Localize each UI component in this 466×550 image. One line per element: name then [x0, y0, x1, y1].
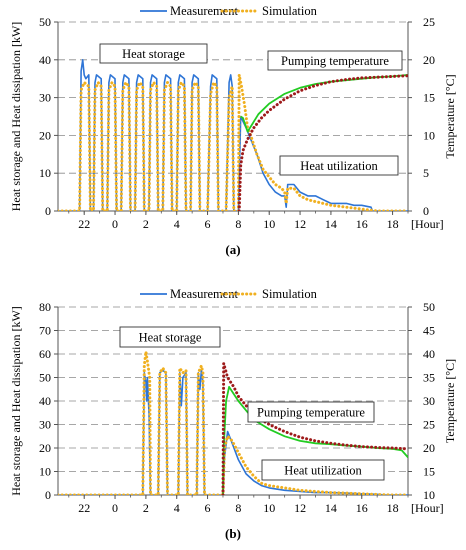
series-group [58, 59, 408, 211]
y-tick-label: 30 [39, 91, 51, 105]
annotation-label: Heat storage [139, 331, 202, 345]
x-tick-label: 4 [174, 501, 180, 515]
y2-tick-label: 15 [423, 91, 435, 105]
y-tick-label: 20 [39, 128, 51, 142]
y2-tick-label: 20 [423, 53, 435, 67]
chart-panel-a: 0 10 20 30 40 50 0 5 10 15 20 25 22 0 2 4 6 8 10 12 14 16 18 [H… [9, 4, 457, 257]
x-tick-label: 12 [294, 217, 306, 231]
y-tick-label: 40 [39, 53, 51, 67]
y-tick-label: 0 [45, 204, 51, 218]
annotation-box [261, 459, 385, 481]
x-tick-label: 8 [235, 501, 241, 515]
y2-axis-label: Temperature [°C] [443, 359, 457, 443]
x-tick-label: 6 [205, 217, 211, 231]
y-tick-label: 40 [39, 394, 51, 408]
pumping-temperature-simulation-line [221, 361, 408, 495]
annotation-label: Heat utilization [300, 159, 378, 173]
y-tick-label: 80 [39, 300, 51, 314]
y2-tick-label: 20 [423, 441, 435, 455]
y-tick-label: 10 [39, 166, 51, 180]
x-tick-label: 22 [78, 501, 90, 515]
y-tick-label: 0 [45, 488, 51, 502]
x-unit-label: [Hour] [411, 501, 444, 515]
series-group [58, 350, 408, 495]
annotation-label: Heat storage [122, 47, 185, 61]
y2-tick-label: 25 [423, 418, 435, 432]
x-tick-label: 6 [205, 501, 211, 515]
x-tick-label: 0 [112, 501, 118, 515]
legend-measurement-label: Measurement [170, 4, 239, 18]
pumping-temperature-measurement-line [240, 74, 408, 133]
x-tick-label: 18 [387, 217, 399, 231]
y-tick-label: 70 [39, 324, 51, 338]
y-tick-label: 30 [39, 418, 51, 432]
legend-simulation-label: Simulation [262, 287, 318, 301]
measurement-line [58, 59, 408, 211]
legend-simulation-label: Simulation [262, 4, 318, 18]
y2-tick-label: 30 [423, 394, 435, 408]
y2-tick-label: 25 [423, 15, 435, 29]
x-tick-label: 12 [294, 501, 306, 515]
x-tick-label: 10 [263, 501, 275, 515]
annotation-box [99, 43, 208, 64]
legend-measurement-label: Measurement [170, 287, 239, 301]
annotation-box [119, 326, 221, 348]
annotation-box [267, 50, 403, 71]
annotation-box [279, 155, 399, 176]
x-tick-label: 2 [143, 501, 149, 515]
panel-label: (a) [225, 242, 240, 257]
x-tick-label: 22 [78, 217, 90, 231]
y2-axis-label: Temperature [°C] [443, 74, 457, 158]
x-tick-label: 0 [112, 217, 118, 231]
chart-panel-b: 0 10 20 30 40 50 60 70 80 10 15 20 25 30 35 40 45 50 22 0 2 4… [9, 287, 457, 541]
y-tick-label: 20 [39, 441, 51, 455]
x-tick-label: 18 [387, 501, 399, 515]
y2-tick-label: 40 [423, 347, 435, 361]
x-unit-label: [Hour] [411, 217, 444, 231]
y-tick-label: 50 [39, 15, 51, 29]
x-tick-label: 16 [356, 217, 368, 231]
y2-tick-label: 10 [423, 128, 435, 142]
x-tick-label: 8 [235, 217, 241, 231]
x-tick-label: 10 [263, 217, 275, 231]
y2-tick-label: 15 [423, 465, 435, 479]
annotation-label: Pumping temperature [281, 54, 389, 68]
y2-tick-label: 10 [423, 488, 435, 502]
x-tick-label: 16 [356, 501, 368, 515]
x-tick-label: 14 [325, 217, 337, 231]
y2-tick-label: 0 [423, 204, 429, 218]
y-axis-label: Heat storage and Heat dissipation [kW] [9, 306, 23, 496]
annotation-box [247, 401, 375, 423]
y-axis-label: Heat storage and Heat dissipation [kW] [9, 22, 23, 212]
annotation-label: Pumping temperature [257, 406, 365, 420]
measurement-line [58, 369, 408, 495]
simulation-line [58, 350, 408, 495]
panel-label: (b) [225, 526, 241, 541]
y-tick-label: 50 [39, 371, 51, 385]
simulation-line [58, 73, 408, 211]
y-tick-label: 10 [39, 465, 51, 479]
x-tick-label: 4 [174, 217, 180, 231]
annotation-label: Heat utilization [284, 464, 362, 478]
y2-tick-label: 35 [423, 371, 435, 385]
y2-tick-label: 50 [423, 300, 435, 314]
y2-tick-label: 5 [423, 166, 429, 180]
x-tick-label: 2 [143, 217, 149, 231]
pumping-temperature-simulation-line [237, 74, 408, 211]
y2-tick-label: 45 [423, 324, 435, 338]
x-tick-label: 14 [325, 501, 337, 515]
y-tick-label: 60 [39, 347, 51, 361]
